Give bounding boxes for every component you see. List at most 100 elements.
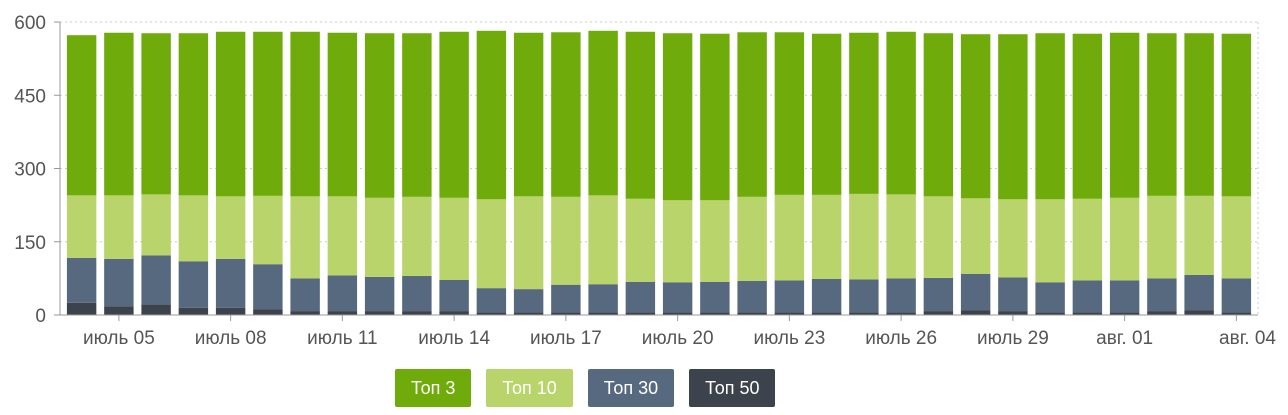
bar-segment[interactable] bbox=[811, 312, 842, 315]
bar-stack[interactable] bbox=[1221, 33, 1252, 315]
bar-segment[interactable] bbox=[439, 279, 469, 312]
bar-segment[interactable] bbox=[178, 195, 209, 262]
bar-segment[interactable] bbox=[1221, 278, 1252, 313]
bar-segment[interactable] bbox=[327, 311, 358, 315]
bar-segment[interactable] bbox=[104, 195, 134, 259]
bar-stack[interactable] bbox=[1184, 33, 1214, 315]
legend-item-top50[interactable]: Топ 50 bbox=[689, 369, 776, 407]
bar-segment[interactable] bbox=[923, 277, 954, 312]
bar-segment[interactable] bbox=[662, 200, 693, 283]
bar-segment[interactable] bbox=[66, 257, 97, 303]
bar-stack[interactable] bbox=[364, 33, 395, 315]
bar-segment[interactable] bbox=[849, 312, 879, 315]
bar-segment[interactable] bbox=[1072, 198, 1103, 281]
bar-segment[interactable] bbox=[551, 284, 581, 313]
bar-segment[interactable] bbox=[700, 200, 730, 282]
bar-segment[interactable] bbox=[700, 33, 730, 201]
bar-segment[interactable] bbox=[290, 311, 320, 315]
bar-stack[interactable] bbox=[141, 33, 171, 315]
bar-stack[interactable] bbox=[811, 33, 842, 315]
bar-segment[interactable] bbox=[1035, 312, 1065, 315]
bar-segment[interactable] bbox=[66, 195, 97, 258]
bar-segment[interactable] bbox=[104, 306, 134, 315]
bar-segment[interactable] bbox=[1221, 196, 1252, 279]
bar-segment[interactable] bbox=[588, 312, 618, 315]
bar-segment[interactable] bbox=[1184, 274, 1214, 311]
bar-segment[interactable] bbox=[774, 280, 805, 313]
bar-segment[interactable] bbox=[923, 311, 954, 315]
bar-segment[interactable] bbox=[141, 255, 171, 305]
bar-segment[interactable] bbox=[215, 31, 246, 197]
bar-segment[interactable] bbox=[253, 309, 283, 315]
bar-segment[interactable] bbox=[588, 30, 618, 196]
bar-segment[interactable] bbox=[923, 33, 954, 197]
bar-segment[interactable] bbox=[588, 195, 618, 285]
bar-segment[interactable] bbox=[402, 196, 432, 276]
bar-segment[interactable] bbox=[1035, 199, 1065, 283]
bar-segment[interactable] bbox=[215, 258, 246, 308]
bar-segment[interactable] bbox=[253, 195, 283, 265]
bar-segment[interactable] bbox=[551, 196, 581, 285]
bar-segment[interactable] bbox=[551, 32, 581, 197]
bar-stack[interactable] bbox=[402, 33, 432, 315]
bar-stack[interactable] bbox=[588, 30, 618, 315]
bar-stack[interactable] bbox=[551, 32, 581, 315]
bar-segment[interactable] bbox=[1109, 32, 1140, 198]
bar-segment[interactable] bbox=[849, 279, 879, 313]
bar-segment[interactable] bbox=[513, 312, 544, 315]
bar-segment[interactable] bbox=[290, 196, 320, 279]
bar-segment[interactable] bbox=[1184, 310, 1214, 315]
bar-stack[interactable] bbox=[439, 31, 469, 315]
bar-segment[interactable] bbox=[439, 31, 469, 198]
bar-segment[interactable] bbox=[290, 31, 320, 197]
bar-stack[interactable] bbox=[1035, 33, 1065, 315]
bar-segment[interactable] bbox=[141, 33, 171, 195]
bar-segment[interactable] bbox=[662, 33, 693, 201]
bar-segment[interactable] bbox=[737, 312, 767, 315]
bar-segment[interactable] bbox=[327, 196, 358, 276]
bar-segment[interactable] bbox=[1147, 311, 1177, 315]
bar-segment[interactable] bbox=[215, 307, 246, 315]
bar-segment[interactable] bbox=[625, 312, 656, 315]
bar-segment[interactable] bbox=[811, 33, 842, 195]
bar-segment[interactable] bbox=[253, 31, 283, 196]
bar-segment[interactable] bbox=[364, 311, 395, 315]
bar-segment[interactable] bbox=[886, 278, 916, 313]
bar-segment[interactable] bbox=[290, 278, 320, 312]
bar-stack[interactable] bbox=[178, 33, 209, 315]
bar-segment[interactable] bbox=[104, 32, 134, 196]
bar-segment[interactable] bbox=[66, 35, 97, 196]
bar-segment[interactable] bbox=[662, 282, 693, 313]
bar-segment[interactable] bbox=[700, 281, 730, 313]
bar-segment[interactable] bbox=[364, 33, 395, 198]
bar-stack[interactable] bbox=[513, 32, 544, 315]
bar-segment[interactable] bbox=[700, 312, 730, 315]
bar-segment[interactable] bbox=[402, 33, 432, 197]
bar-segment[interactable] bbox=[178, 307, 209, 315]
bar-segment[interactable] bbox=[178, 261, 209, 308]
bar-segment[interactable] bbox=[588, 284, 618, 313]
bar-segment[interactable] bbox=[998, 311, 1028, 315]
bar-segment[interactable] bbox=[141, 304, 171, 315]
bar-segment[interactable] bbox=[662, 312, 693, 315]
bar-segment[interactable] bbox=[439, 197, 469, 280]
bar-segment[interactable] bbox=[998, 199, 1028, 278]
bar-segment[interactable] bbox=[327, 32, 358, 197]
bar-segment[interactable] bbox=[402, 311, 432, 315]
bar-segment[interactable] bbox=[476, 288, 507, 313]
bar-segment[interactable] bbox=[513, 196, 544, 290]
bar-stack[interactable] bbox=[104, 32, 134, 315]
bar-segment[interactable] bbox=[402, 275, 432, 312]
bar-stack[interactable] bbox=[1147, 33, 1177, 315]
bar-stack[interactable] bbox=[700, 33, 730, 315]
bar-stack[interactable] bbox=[774, 32, 805, 315]
bar-segment[interactable] bbox=[737, 32, 767, 197]
bar-segment[interactable] bbox=[849, 32, 879, 194]
bar-segment[interactable] bbox=[327, 275, 358, 312]
bar-segment[interactable] bbox=[1184, 33, 1214, 196]
bar-segment[interactable] bbox=[253, 264, 283, 310]
bar-stack[interactable] bbox=[886, 31, 916, 315]
bar-stack[interactable] bbox=[998, 34, 1028, 315]
bar-segment[interactable] bbox=[811, 278, 842, 313]
bar-stack[interactable] bbox=[625, 31, 656, 315]
